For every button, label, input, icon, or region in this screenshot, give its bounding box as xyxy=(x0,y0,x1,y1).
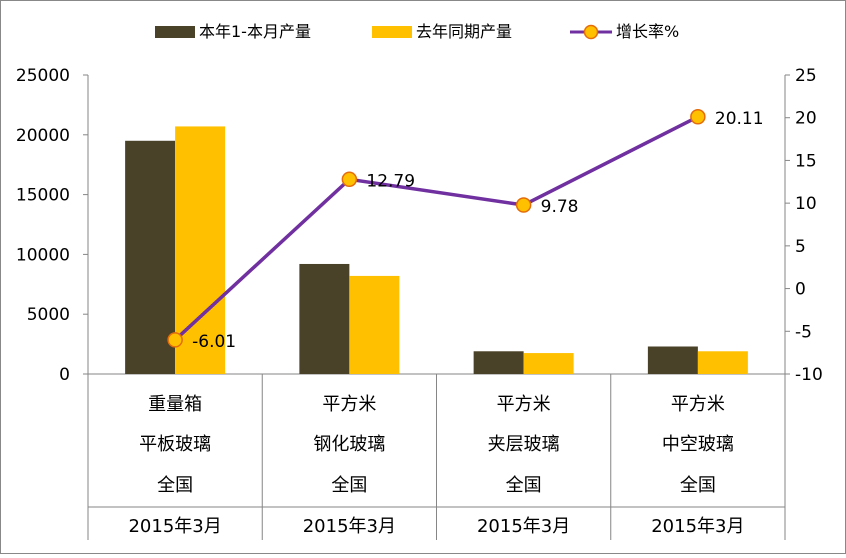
right-tick-label: 5 xyxy=(795,237,806,257)
right-tick-label: 15 xyxy=(795,151,817,171)
growth-marker-2 xyxy=(341,171,358,188)
growth-data-label-3: 9.78 xyxy=(541,197,579,217)
left-tick-label: 15000 xyxy=(16,186,70,206)
left-tick-label: 25000 xyxy=(16,66,70,86)
growth-marker-3 xyxy=(515,197,532,213)
legend-label-series-2: 去年同期产量 xyxy=(416,22,512,41)
category-region-label: 全国 xyxy=(157,475,193,496)
category-period-label: 2015年3月 xyxy=(477,516,570,537)
growth-data-label-4: 20.11 xyxy=(715,109,764,129)
legend-label-series-3: 增长率% xyxy=(616,22,679,41)
bar-series-1-cat-1 xyxy=(125,140,176,374)
category-unit-label: 重量箱 xyxy=(148,394,202,415)
legend-marker-series-3 xyxy=(583,24,599,40)
category-period-label: 2015年3月 xyxy=(651,516,744,537)
right-axis-ticks: 25 20 15 10 5 0 -5 -10 xyxy=(785,66,823,385)
category-region-label: 全国 xyxy=(680,475,716,496)
left-tick-label: 10000 xyxy=(16,245,70,265)
category-region-label: 全国 xyxy=(506,475,542,496)
right-tick-label: -10 xyxy=(795,365,823,385)
left-tick-label: 20000 xyxy=(16,126,70,146)
category-period-label: 2015年3月 xyxy=(128,516,221,537)
category-product-label: 中空玻璃 xyxy=(662,434,734,455)
legend-swatch-series-1 xyxy=(155,26,195,38)
bar-series-1-cat-3 xyxy=(473,351,524,374)
right-tick-label: 10 xyxy=(795,194,817,214)
right-tick-label: 0 xyxy=(795,280,806,300)
category-table: 重量箱平板玻璃全国2015年3月平方米钢化玻璃全国2015年3月平方米夹层玻璃全… xyxy=(87,374,786,540)
bar-series-2-cat-2 xyxy=(349,275,400,374)
category-period-label: 2015年3月 xyxy=(303,516,396,537)
growth-data-label-2: 12.79 xyxy=(366,171,415,191)
growth-data-label-1: -6.01 xyxy=(192,332,236,352)
right-tick-label: 20 xyxy=(795,109,817,129)
growth-marker-4 xyxy=(690,109,706,125)
left-axis-ticks: 25000 20000 15000 10000 5000 0 xyxy=(16,66,88,385)
bar-series-1-cat-4 xyxy=(647,346,698,374)
growth-line-series: -6.01 12.79 9.78 20.11 xyxy=(167,109,764,352)
bar-series-2-cat-3 xyxy=(523,353,574,374)
category-product-label: 夹层玻璃 xyxy=(488,434,560,455)
left-tick-label: 5000 xyxy=(27,305,70,325)
left-tick-label: 0 xyxy=(59,365,70,385)
legend-swatch-series-2 xyxy=(372,26,412,38)
category-unit-label: 平方米 xyxy=(497,394,551,415)
category-region-label: 全国 xyxy=(331,475,367,496)
growth-marker-1 xyxy=(167,332,183,348)
bar-series-1-cat-2 xyxy=(299,263,350,374)
right-tick-label: -5 xyxy=(795,322,812,342)
legend: 本年1-本月产量 去年同期产量 增长率% xyxy=(155,22,679,41)
category-unit-label: 平方米 xyxy=(322,394,376,415)
right-tick-label: 25 xyxy=(795,66,817,86)
bar-series-2-cat-4 xyxy=(697,351,748,374)
category-product-label: 钢化玻璃 xyxy=(313,434,385,455)
legend-label-series-1: 本年1-本月产量 xyxy=(199,22,311,41)
bars xyxy=(125,126,748,374)
category-unit-label: 平方米 xyxy=(671,394,725,415)
category-product-label: 平板玻璃 xyxy=(139,434,211,455)
growth-line xyxy=(173,115,699,342)
